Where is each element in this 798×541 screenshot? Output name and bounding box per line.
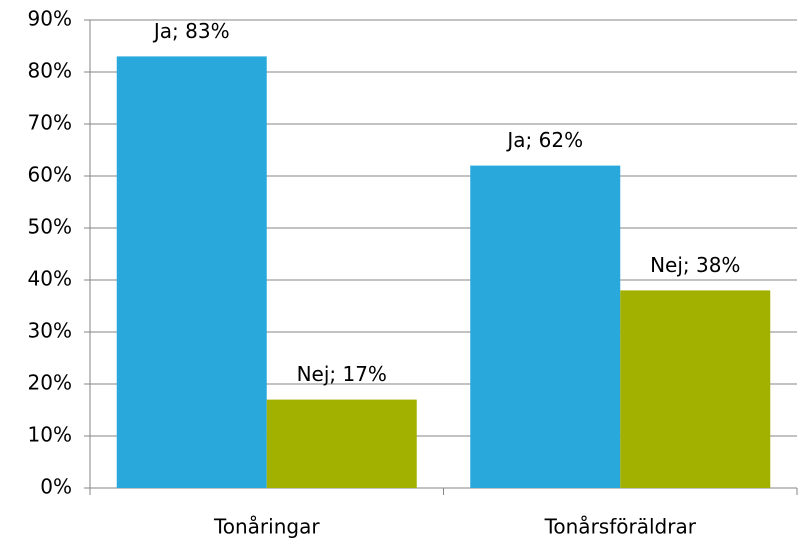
y-tick-label: 0% — [40, 475, 72, 499]
y-tick-label: 60% — [28, 163, 72, 187]
x-tick-label: Tonåringar — [213, 515, 320, 539]
y-tick-label: 50% — [28, 215, 72, 239]
y-tick-label: 20% — [28, 371, 72, 395]
y-tick-label: 90% — [28, 7, 72, 31]
y-tick-label: 30% — [28, 319, 72, 343]
data-label: Nej; 38% — [650, 253, 740, 277]
bar — [470, 165, 621, 488]
y-tick-label: 70% — [28, 111, 72, 135]
data-label: Ja; 83% — [152, 19, 230, 43]
y-tick-label: 40% — [28, 267, 72, 291]
data-label: Nej; 17% — [297, 362, 387, 386]
y-tick-label: 10% — [28, 423, 72, 447]
bar — [116, 56, 267, 489]
bar — [620, 290, 771, 488]
data-label: Ja; 62% — [505, 128, 583, 152]
y-tick-label: 80% — [28, 59, 72, 83]
bar — [266, 399, 417, 488]
x-tick-label: Tonårsföräldrar — [544, 515, 697, 539]
